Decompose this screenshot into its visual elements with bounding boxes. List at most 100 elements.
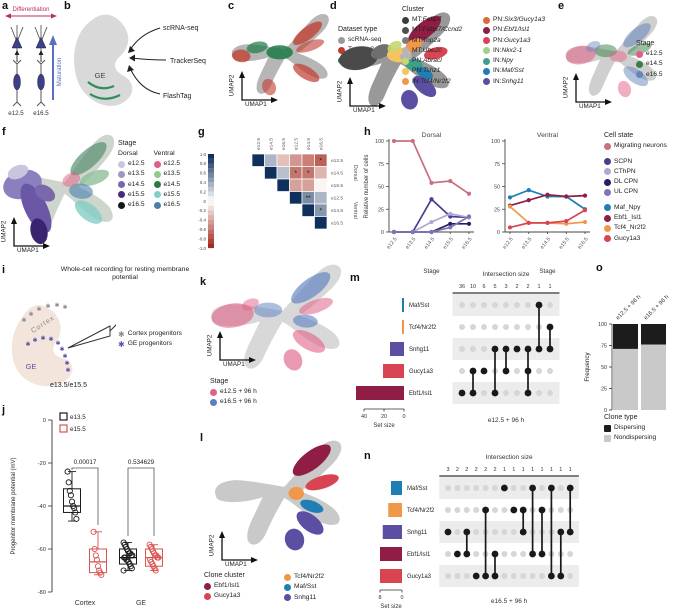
stage-caption: e16.5 + 96 h (491, 598, 528, 605)
upset-dot-active (444, 528, 452, 536)
umap-plot-k (211, 264, 342, 371)
x-group-label: GE (136, 600, 146, 607)
cortex-progenitor-cell: ✱ (28, 311, 33, 318)
legend-label: scRNA-seq (348, 36, 382, 43)
upset-dot-inactive (514, 324, 520, 330)
upset-dot-inactive (445, 573, 451, 579)
legend-swatch (604, 142, 611, 150)
maturation-label: Maturation (57, 58, 63, 86)
legend-item: Maf/Sst (284, 583, 348, 591)
umap-axes: UMAP2 UMAP1 (208, 530, 260, 574)
heatmap-cell (301, 203, 315, 217)
differentiation-label: Differentiation (13, 7, 50, 13)
legend-item: PN:Gucy1a3 (483, 37, 560, 45)
significance-star: * (320, 158, 323, 165)
umap-plot-l (215, 440, 342, 551)
panel-a-diagram: Differentiation Maturation e12.5 e16.5 (5, 7, 63, 117)
upset-dot-inactive (525, 302, 531, 308)
clone-legend-right: Tcf4/Nr2f2 Maf/Sst Snhg11 (284, 572, 348, 604)
y-tick-label: 25 (601, 387, 607, 393)
x-axis-label: Stage (539, 268, 556, 275)
bar-segment (613, 348, 638, 410)
upset-dot-active (546, 323, 554, 331)
legend-swatch (483, 57, 491, 65)
intersection-count: 2 (493, 467, 496, 473)
legend-label: Tcf4/Nr2f2 (294, 573, 325, 580)
ge-progenitor-cell: ✱ (40, 335, 45, 342)
upset-dot-inactive (520, 485, 527, 491)
legend-label: PN:Six3/Gucy1a3 (493, 16, 546, 23)
upset-dot-inactive (459, 346, 465, 352)
legend-item: e12.5 (636, 50, 684, 58)
legend-label: e16.5 (646, 70, 663, 78)
colorbar-step (208, 219, 214, 225)
legend-item: e13.5 (118, 170, 145, 178)
upset-dot-inactive (445, 507, 451, 513)
ventral-line-chart: 0 25 50 75 100 e12.5 e13.5 e14.5 e15.5 e16.5 Ventr… (491, 132, 590, 275)
col-label: e12.5 (256, 138, 262, 150)
heatmap-cell (301, 178, 315, 192)
umap-cluster (296, 511, 324, 535)
upset-dot-active (502, 345, 510, 353)
legend-swatch (153, 181, 161, 189)
legend-label: DL CPN (614, 178, 638, 186)
upset-dot-inactive (501, 507, 508, 513)
upset-dot-active (535, 301, 543, 309)
intersection-count: 1 (559, 467, 562, 473)
colorbar-step (208, 238, 214, 244)
ge-progenitor-cell: ✱ (65, 367, 70, 374)
upset-dot-inactive (503, 390, 509, 396)
legend-swatch (153, 191, 161, 199)
legend-swatch (59, 424, 68, 433)
upset-dot-active (480, 367, 488, 375)
legend-label: Tcf4_Nr2f2 (614, 224, 646, 232)
upset-dot-inactive (454, 573, 461, 579)
significance-bracket (71, 467, 99, 525)
legend-items: ✱ Cortex progenitors ✱ GE progenitors (118, 330, 204, 348)
upset-dot-active (491, 345, 499, 353)
colorbar-step (208, 210, 214, 216)
upset-dot-inactive (473, 529, 480, 535)
data-point (466, 191, 472, 196)
umap-cluster (401, 89, 418, 110)
p-value: 0.00017 (74, 459, 97, 466)
row-label: e14.5 (331, 170, 343, 176)
x-tick-label: e13.5 (521, 236, 534, 250)
data-point (410, 138, 415, 144)
legend-item: Maf_Npy (604, 204, 684, 212)
umap2-axis-label: UMAP2 (208, 534, 216, 557)
umap-cluster (412, 75, 437, 97)
panel-label-b: b (64, 0, 71, 12)
legend-item: e16.5 (636, 71, 684, 79)
umap-cluster (300, 499, 324, 513)
colorbar-step (208, 205, 214, 211)
upset-dot-inactive (501, 551, 508, 557)
legend-label: e14.5 (128, 180, 145, 188)
y-tick-label: 100 (375, 139, 384, 145)
y-axis-label: Progenitor membrane potential (mV) (11, 457, 17, 554)
upset-dot-active (546, 345, 554, 353)
legend-item: e16.5 (153, 201, 180, 209)
upset-dot-active (501, 484, 508, 492)
umap-axes: UMAP2 UMAP1 (0, 216, 52, 260)
legend-label: e12.5 + 96 h (220, 388, 257, 395)
row-stripe (439, 521, 579, 543)
data-point (507, 204, 513, 209)
upset-dot-inactive (547, 368, 553, 374)
legend-label: e15.5 (128, 190, 145, 198)
set-label: Snhg11 (409, 347, 430, 353)
legend-title: Stage (636, 40, 655, 47)
umap-cluster (305, 474, 339, 491)
legend-item: e16.5 (118, 201, 145, 209)
cortex-progenitor-cell: ✱ (36, 306, 41, 313)
intersection-count: 1 (550, 467, 553, 473)
set-size-bar (380, 547, 402, 561)
colorbar-step (208, 182, 214, 187)
umap-cluster (609, 50, 627, 63)
y-tick-label: 75 (494, 162, 500, 168)
legend-items: Migrating neurons SCPN CThPN DL CPN UL CPN Ma… (604, 142, 684, 243)
umap-cluster (387, 40, 402, 53)
legend-swatch (636, 71, 643, 79)
cortex-progenitor-cell: ✱ (21, 317, 26, 324)
intersection-count: 10 (470, 284, 476, 290)
